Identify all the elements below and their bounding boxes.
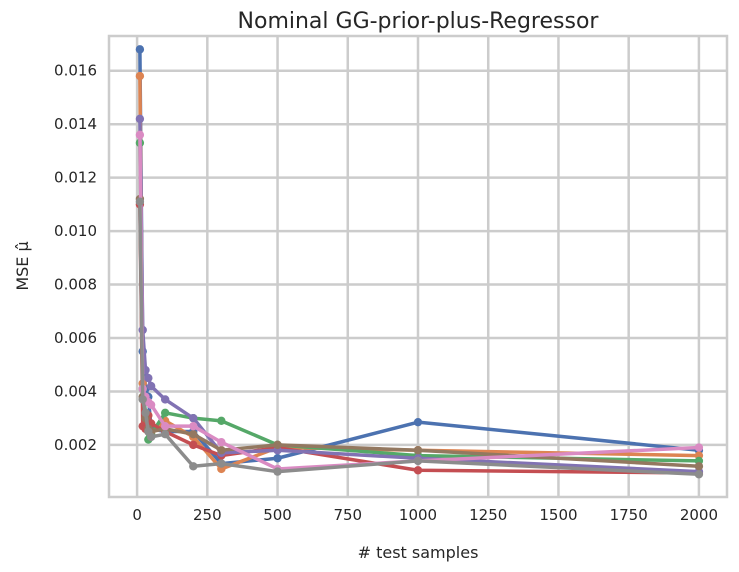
- x-tick-labels: 0 250 500 750 1000 1250 1500 1750 2000: [132, 506, 718, 524]
- y-axis-label: MSE μ̂: [13, 241, 32, 290]
- data-point: [160, 429, 170, 439]
- data-point: [160, 408, 170, 418]
- data-point: [694, 462, 704, 471]
- x-tick-label: 750: [333, 506, 362, 524]
- data-point: [694, 443, 704, 452]
- data-point: [413, 446, 423, 455]
- data-point: [273, 440, 282, 450]
- y-tick-label: 0.016: [54, 62, 97, 80]
- x-tick-label: 0: [132, 506, 142, 524]
- data-point: [189, 440, 198, 450]
- data-point: [135, 71, 145, 81]
- y-tick-label: 0.010: [54, 222, 97, 240]
- data-point: [273, 467, 282, 476]
- data-point: [135, 114, 145, 124]
- data-point: [135, 197, 145, 206]
- data-point: [141, 408, 150, 418]
- data-point: [189, 462, 198, 471]
- x-tick-label: 2000: [680, 506, 718, 524]
- series-8: [135, 197, 704, 479]
- data-point: [217, 459, 226, 468]
- data-point: [413, 466, 423, 475]
- y-tick-label: 0.006: [54, 329, 97, 347]
- data-point: [217, 416, 226, 426]
- data-point: [135, 45, 145, 54]
- series-layer: [135, 45, 704, 479]
- data-point: [144, 373, 153, 383]
- y-tick-label: 0.012: [54, 169, 97, 187]
- x-tick-label: 1500: [539, 506, 577, 524]
- data-point: [160, 421, 170, 431]
- x-tick-label: 1250: [469, 506, 507, 524]
- y-tick-label: 0.004: [54, 382, 97, 400]
- x-tick-label: 1750: [610, 506, 648, 524]
- data-point: [273, 454, 282, 463]
- grid: [109, 36, 727, 497]
- data-point: [189, 429, 198, 439]
- chart-title: Nominal GG-prior-plus-Regressor: [238, 9, 600, 34]
- x-tick-label: 1000: [399, 506, 437, 524]
- x-tick-label: 250: [193, 506, 222, 524]
- data-point: [189, 413, 198, 423]
- y-tick-labels: 0.002 0.004 0.006 0.008 0.010 0.012 0.014 0.016: [54, 62, 97, 454]
- plot-frame: [107, 34, 729, 499]
- data-point: [135, 130, 145, 140]
- data-point: [160, 395, 170, 404]
- data-point: [413, 456, 423, 466]
- data-point: [138, 395, 147, 404]
- data-point: [189, 421, 198, 431]
- data-point: [146, 432, 156, 442]
- data-point: [146, 400, 156, 409]
- data-point: [413, 417, 423, 427]
- data-point: [146, 381, 156, 391]
- y-tick-label: 0.014: [54, 115, 97, 133]
- y-tick-label: 0.002: [54, 436, 97, 454]
- y-tick-label: 0.008: [54, 276, 97, 294]
- data-point: [694, 470, 704, 479]
- data-point: [217, 438, 226, 447]
- x-tick-label: 500: [263, 506, 292, 524]
- x-axis-label: # test samples: [358, 543, 479, 562]
- data-point: [217, 446, 226, 455]
